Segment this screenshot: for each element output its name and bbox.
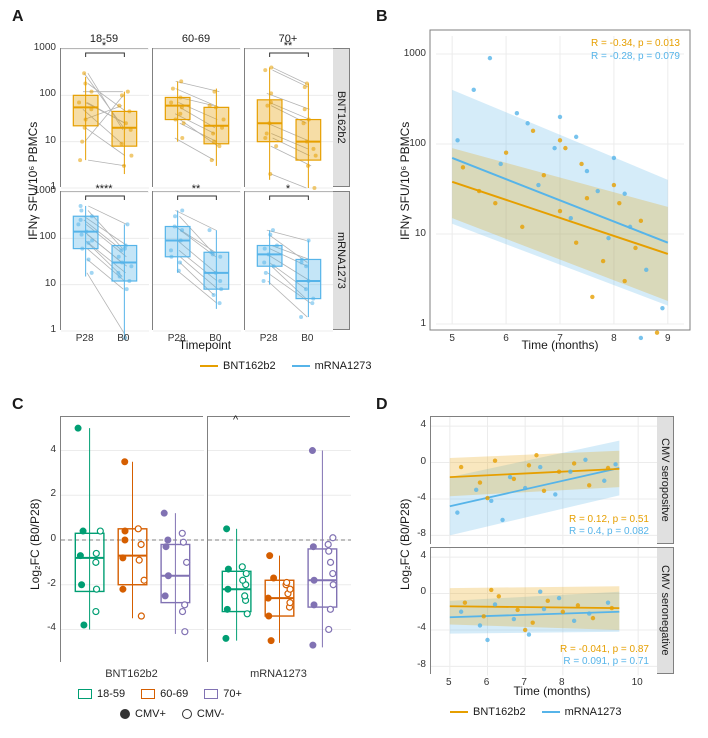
panel-c: BNT162b2^mRNA1273-4-2024 xyxy=(60,416,350,662)
swatch-age1 xyxy=(78,689,92,699)
x-group-label: BNT162b2 xyxy=(60,668,203,680)
significance-marker: * xyxy=(94,40,114,52)
panel-c-y-title: Log₂FC (B0/P28) xyxy=(28,499,42,590)
facet xyxy=(207,416,350,662)
legend-label: BNT162b2 xyxy=(473,706,526,718)
panel-d-x-title: Time (months) xyxy=(430,684,674,698)
y-tick-label: 1000 xyxy=(26,42,56,53)
facet-svg xyxy=(153,49,241,188)
legend-label: mRNA1273 xyxy=(315,360,372,372)
legend-item-cmv-neg: CMV- xyxy=(182,708,225,720)
panel-a-y-title: IFNγ SFU/10⁶ PBMCs xyxy=(26,122,40,240)
swatch-cmv-pos xyxy=(120,709,130,719)
facet-svg xyxy=(61,192,149,331)
swatch-line-mrna xyxy=(292,365,310,367)
panel-b-x-title: Time (months) xyxy=(430,338,690,352)
swatch-age3 xyxy=(204,689,218,699)
y-tick-label: 2 xyxy=(36,488,56,499)
legend-item-bnt: BNT162b2 xyxy=(200,360,276,372)
panel-a: 18-5960-6970+BNT162b2mRNA127311010010001… xyxy=(60,30,350,330)
facet-strip-row: BNT162b2 xyxy=(332,48,350,187)
legend-vaccine-ab: BNT162b2 mRNA1273 xyxy=(200,360,371,372)
swatch-age2 xyxy=(141,689,155,699)
y-tick-label: 10 xyxy=(26,278,56,289)
stat-text: R = 0.4, p = 0.082 xyxy=(521,526,649,538)
swatch-cmv-neg xyxy=(182,709,192,719)
facet-svg xyxy=(61,49,149,188)
facet xyxy=(60,48,148,187)
legend-vaccine-d: BNT162b2 mRNA1273 xyxy=(450,706,621,718)
legend-label: CMV- xyxy=(197,708,225,720)
panel-b: 567891101001000R = -0.34, p = 0.013R = -… xyxy=(430,30,690,330)
legend-item-age1: 18-59 xyxy=(78,688,125,700)
facet-svg xyxy=(61,417,204,663)
swatch-line-bnt xyxy=(200,365,218,367)
y-tick-label: -4 xyxy=(36,622,56,633)
swatch-line-mrna xyxy=(542,711,560,713)
stat-text: R = -0.34, p = 0.013 xyxy=(540,38,680,50)
panel-label-d: D xyxy=(376,396,388,414)
y-tick-label: 0 xyxy=(408,456,426,467)
stat-text: R = 0.091, p = 0.71 xyxy=(521,656,649,668)
legend-item-mrna: mRNA1273 xyxy=(542,706,622,718)
y-tick-label: 100 xyxy=(26,88,56,99)
facet xyxy=(152,48,240,187)
swatch-line-bnt xyxy=(450,711,468,713)
stat-text: R = -0.041, p = 0.87 xyxy=(521,644,649,656)
stat-text: R = -0.28, p = 0.079 xyxy=(540,51,680,63)
significance-marker: ** xyxy=(186,183,206,195)
stat-text: R = 0.12, p = 0.51 xyxy=(521,514,649,526)
figure: { "colors": { "bnt": "#e69f00", "mrna": … xyxy=(0,0,708,738)
significance-marker: * xyxy=(278,183,298,195)
legend-label: 18-59 xyxy=(97,688,125,700)
facet-svg xyxy=(153,192,241,331)
y-tick-label: 4 xyxy=(36,444,56,455)
legend-age: 18-59 60-69 70+ xyxy=(78,688,242,700)
x-group-label: mRNA1273 xyxy=(207,668,350,680)
legend-item-age2: 60-69 xyxy=(141,688,188,700)
legend-label: mRNA1273 xyxy=(565,706,622,718)
significance-marker: ^ xyxy=(226,414,246,426)
facet-strip-row: CMV seropositve xyxy=(656,416,674,544)
legend-label: 60-69 xyxy=(160,688,188,700)
legend-label: CMV+ xyxy=(135,708,166,720)
legend-item-cmv-pos: CMV+ xyxy=(120,708,166,720)
y-tick-label: 1000 xyxy=(396,48,426,59)
y-tick-label: 1 xyxy=(396,318,426,329)
facet-svg xyxy=(245,49,333,188)
y-tick-label: -8 xyxy=(408,659,426,670)
legend-cmv: CMV+ CMV- xyxy=(120,708,224,720)
y-tick-label: 1 xyxy=(26,324,56,335)
facet xyxy=(60,191,148,330)
panel-label-b: B xyxy=(376,8,388,26)
facet xyxy=(244,191,332,330)
panel-label-a: A xyxy=(12,8,24,26)
facet xyxy=(244,48,332,187)
facet-svg xyxy=(208,417,351,663)
facet-svg xyxy=(245,192,333,331)
significance-marker: ** xyxy=(278,40,298,52)
panel-b-svg xyxy=(430,30,690,330)
y-tick-label: -4 xyxy=(408,622,426,633)
panel-d-y-title: Log₂FC (B0/P28) xyxy=(398,499,412,590)
legend-item-mrna: mRNA1273 xyxy=(292,360,372,372)
panel-d: CMV seropositve CMV seronegative R = 0.12,… xyxy=(430,416,674,674)
facet-strip-col: 60-69 xyxy=(152,30,240,48)
legend-item-age3: 70+ xyxy=(204,688,242,700)
legend-label: 70+ xyxy=(223,688,242,700)
facet-strip-row: mRNA1273 xyxy=(332,191,350,330)
facet xyxy=(152,191,240,330)
panel-b-y-title: IFNγ SFU/10⁶ PBMCs xyxy=(398,122,412,240)
y-tick-label: 4 xyxy=(408,419,426,430)
facet xyxy=(60,416,203,662)
significance-marker: **** xyxy=(94,183,114,195)
facet-strip-row: CMV seronegative xyxy=(656,547,674,675)
panel-a-x-title: Timepoint xyxy=(60,338,350,352)
legend-item-bnt: BNT162b2 xyxy=(450,706,526,718)
legend-label: BNT162b2 xyxy=(223,360,276,372)
panel-label-c: C xyxy=(12,396,24,414)
